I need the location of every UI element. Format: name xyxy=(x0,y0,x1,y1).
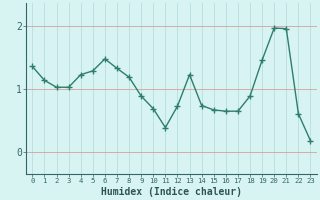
X-axis label: Humidex (Indice chaleur): Humidex (Indice chaleur) xyxy=(101,186,242,197)
